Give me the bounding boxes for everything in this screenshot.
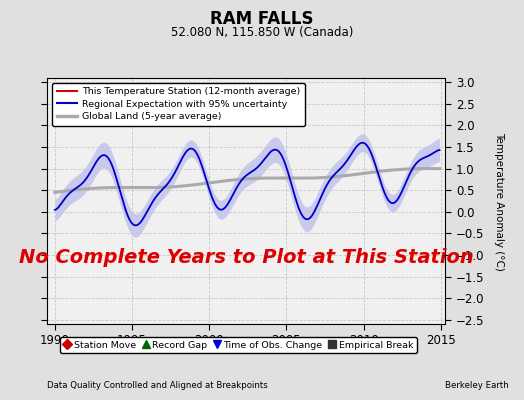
Legend: This Temperature Station (12-month average), Regional Expectation with 95% uncer: This Temperature Station (12-month avera… [52,83,305,126]
Text: No Complete Years to Plot at This Station: No Complete Years to Plot at This Statio… [19,248,474,267]
Text: RAM FALLS: RAM FALLS [210,10,314,28]
Legend: Station Move, Record Gap, Time of Obs. Change, Empirical Break: Station Move, Record Gap, Time of Obs. C… [60,337,417,353]
Text: Berkeley Earth: Berkeley Earth [444,381,508,390]
Text: Data Quality Controlled and Aligned at Breakpoints: Data Quality Controlled and Aligned at B… [47,381,268,390]
Text: 52.080 N, 115.850 W (Canada): 52.080 N, 115.850 W (Canada) [171,26,353,39]
Y-axis label: Temperature Anomaly (°C): Temperature Anomaly (°C) [494,132,504,270]
